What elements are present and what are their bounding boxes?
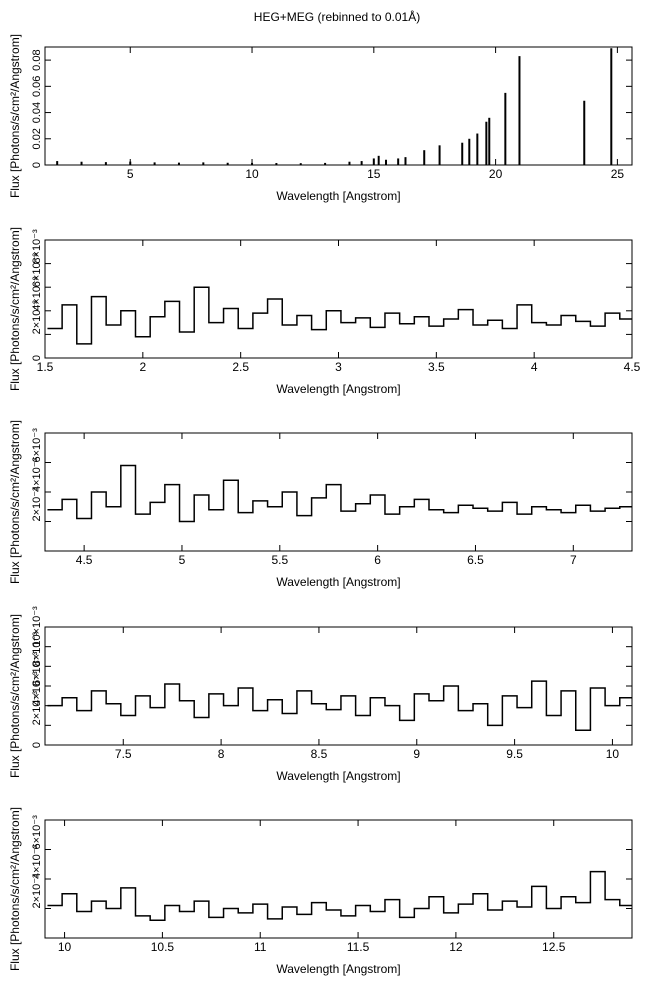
- x-tick-label: 20: [489, 167, 503, 181]
- y-tick-label: 8×10⁻³: [31, 229, 43, 264]
- y-tick-label: 0.08: [31, 49, 43, 70]
- y-axis-label: Flux [Photons/s/cm²/Angstrom]: [8, 227, 22, 391]
- x-tick-label: 11.5: [347, 940, 370, 954]
- x-axis-label: Wavelength [Angstrom]: [276, 189, 400, 203]
- plot-frame: [44, 46, 633, 166]
- x-tick-label: 15: [367, 167, 381, 181]
- y-tick-label: 10×10⁻³: [31, 606, 43, 647]
- y-tick-label: 0: [31, 355, 43, 361]
- plot-frame: [44, 626, 633, 746]
- x-tick-label: 5: [179, 553, 186, 567]
- spectrum-line: [47, 870, 632, 922]
- y-axis-label: Flux [Photons/s/cm²/Angstrom]: [8, 34, 22, 198]
- y-tick-label: 0: [31, 162, 43, 168]
- x-tick-label: 8: [218, 747, 225, 761]
- y-tick-label: 0.02: [31, 128, 43, 149]
- x-tick-label: 1.5: [37, 360, 54, 374]
- x-axis-label: Wavelength [Angstrom]: [276, 575, 400, 589]
- x-tick-label: 12.5: [542, 940, 566, 954]
- x-tick-label: 10: [245, 167, 259, 181]
- x-tick-label: 10.5: [151, 940, 175, 954]
- y-tick-label: 6×10⁻³: [31, 815, 43, 850]
- y-tick-label: 4×10⁻³: [31, 276, 43, 311]
- x-axis-label: Wavelength [Angstrom]: [276, 382, 400, 396]
- y-tick-label: 2×10⁻³: [31, 874, 43, 909]
- x-tick-label: 4: [531, 360, 538, 374]
- y-tick-label: 6×10⁻³: [31, 428, 43, 463]
- y-tick-label: 0.06: [31, 76, 43, 97]
- spectrum-line: [47, 286, 632, 345]
- x-tick-label: 7: [570, 553, 577, 567]
- plot-frame: [44, 239, 633, 359]
- y-tick-label: 4×10⁻³: [31, 671, 43, 706]
- x-tick-label: 6: [374, 553, 381, 567]
- x-tick-label: 4.5: [76, 553, 93, 567]
- y-tick-label: 4×10⁻³: [31, 457, 43, 492]
- x-tick-label: 10: [58, 940, 72, 954]
- x-tick-label: 6.5: [467, 553, 484, 567]
- x-tick-label: 12: [449, 940, 463, 954]
- x-axis-label: Wavelength [Angstrom]: [276, 962, 400, 976]
- x-tick-label: 5.5: [271, 553, 288, 567]
- spectrum-line: [47, 680, 632, 731]
- y-tick-label: 4×10⁻³: [31, 844, 43, 879]
- y-tick-label: 0: [31, 742, 43, 748]
- x-tick-label: 7.5: [115, 747, 132, 761]
- x-tick-label: 5: [127, 167, 134, 181]
- y-axis-label: Flux [Photons/s/cm²/Angstrom]: [8, 420, 22, 584]
- y-tick-label: 2×10⁻³: [31, 487, 43, 522]
- y-tick-label: 0.04: [31, 102, 43, 123]
- x-axis-label: Wavelength [Angstrom]: [276, 769, 400, 783]
- x-tick-label: 8.5: [311, 747, 328, 761]
- x-tick-label: 3.5: [428, 360, 445, 374]
- x-tick-label: 3: [335, 360, 342, 374]
- y-tick-label: 2×10⁻³: [31, 691, 43, 726]
- y-axis-label: Flux [Photons/s/cm²/Angstrom]: [8, 614, 22, 778]
- x-tick-label: 9: [413, 747, 420, 761]
- y-tick-label: 6×10⁻³: [31, 253, 43, 288]
- x-tick-label: 4.5: [624, 360, 641, 374]
- x-tick-label: 25: [611, 167, 625, 181]
- plot-frame: [44, 432, 633, 552]
- y-axis-label: Flux [Photons/s/cm²/Angstrom]: [8, 807, 22, 971]
- x-tick-label: 10: [606, 747, 620, 761]
- plot-frame: [44, 819, 633, 939]
- x-tick-label: 2: [139, 360, 146, 374]
- y-tick-label: 8×10⁻³: [31, 632, 43, 667]
- x-tick-label: 11: [254, 940, 267, 954]
- x-tick-label: 9.5: [506, 747, 523, 761]
- spectrum-line: [47, 464, 632, 523]
- x-tick-label: 2.5: [232, 360, 249, 374]
- y-tick-label: 2×10⁻³: [31, 300, 43, 335]
- chart-title: HEG+MEG (rebinned to 0.01Å): [254, 9, 420, 24]
- y-tick-label: 6×10⁻³: [31, 651, 43, 686]
